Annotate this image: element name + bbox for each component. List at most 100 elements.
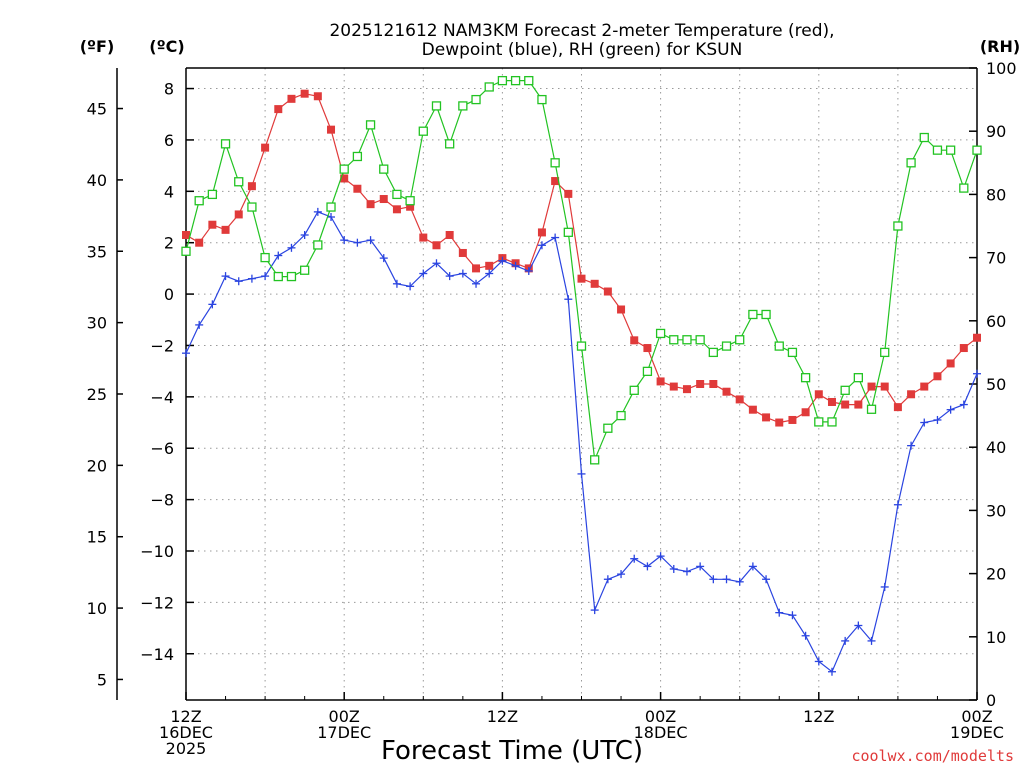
dewpoint-point xyxy=(340,236,349,245)
temperature-point xyxy=(617,305,626,314)
rh-point xyxy=(761,309,771,320)
temperature-point xyxy=(814,390,823,399)
temperature-point xyxy=(880,382,889,391)
dewpoint-point xyxy=(788,611,797,620)
rh-point xyxy=(339,164,349,174)
dewpoint-point xyxy=(656,552,665,561)
dewpoint-point xyxy=(195,320,204,329)
temperature-point xyxy=(735,395,744,404)
dewpoint-point xyxy=(327,213,336,222)
dewpoint-point xyxy=(458,269,467,278)
dewpoint-point xyxy=(709,575,718,584)
rh-point xyxy=(840,385,850,395)
temperature-point xyxy=(920,382,929,391)
temperature-point xyxy=(379,195,388,204)
series-rh xyxy=(181,75,982,465)
rh-point xyxy=(537,94,547,105)
dewpoint-point xyxy=(946,405,955,414)
rh-point xyxy=(695,335,705,345)
temperature-point xyxy=(959,344,968,353)
x-axis-label: Forecast Time (UTC) xyxy=(381,736,643,766)
fahrenheit-tick-label: 30 xyxy=(87,314,107,333)
rh-point xyxy=(550,158,560,168)
temperature-point xyxy=(340,174,349,183)
dewpoint-point xyxy=(775,608,784,617)
dewpoint-point xyxy=(511,261,520,270)
rh-point xyxy=(576,341,587,351)
rh-point xyxy=(207,189,218,200)
rh-point xyxy=(313,240,323,250)
temperature-point xyxy=(603,287,612,296)
rh-point xyxy=(945,145,956,155)
dewpoint-point xyxy=(353,238,362,247)
dewpoint-point xyxy=(234,277,243,286)
x-tick-label: 12Z xyxy=(487,707,518,726)
temperature-point xyxy=(788,415,797,424)
dewpoint-point xyxy=(537,241,546,250)
temperature-point xyxy=(564,189,573,198)
rh-point xyxy=(959,183,969,193)
rh-point xyxy=(458,101,468,111)
celsius-tick-label: −6 xyxy=(150,439,174,458)
dewpoint-point xyxy=(485,269,494,278)
grid-lines xyxy=(186,68,977,700)
rh-point xyxy=(445,139,455,149)
temperature-point xyxy=(247,182,256,191)
rh-point xyxy=(787,347,798,358)
fahrenheit-tick-label: 25 xyxy=(87,385,107,404)
fahrenheit-tick-label: 45 xyxy=(87,100,107,119)
dewpoint-point xyxy=(603,575,612,584)
dewpoint-point xyxy=(392,279,401,288)
rh-point xyxy=(405,196,415,206)
dewpoint-point xyxy=(814,657,823,666)
temperature-point xyxy=(656,377,665,386)
temperature-point xyxy=(722,387,731,396)
temperature-point xyxy=(300,89,309,98)
dewpoint-point xyxy=(472,279,481,288)
celsius-tick-label: 2 xyxy=(164,234,174,253)
temperature-point xyxy=(182,230,190,239)
dewpoint-point xyxy=(959,400,968,409)
rh-point xyxy=(708,347,718,358)
x-tick-label: 19DEC xyxy=(950,723,1004,742)
celsius-tick-label: 6 xyxy=(164,131,174,150)
rh-point xyxy=(273,271,283,282)
dewpoint-point xyxy=(208,300,217,309)
rh-tick-label: 20 xyxy=(986,565,1006,584)
fahrenheit-unit-label: (ºF) xyxy=(80,37,115,56)
temperature-point xyxy=(287,94,296,103)
rh-point xyxy=(748,309,758,320)
dewpoint-point xyxy=(669,564,678,573)
celsius-tick-label: −4 xyxy=(150,388,174,407)
celsius-tick-label: −2 xyxy=(150,336,174,355)
series-dewpoint xyxy=(182,207,981,676)
rh-point xyxy=(352,151,363,162)
temperature-point xyxy=(893,403,902,412)
series-temperature xyxy=(182,89,981,427)
celsius-tick-label: −12 xyxy=(140,593,174,612)
rh-tick-label: 60 xyxy=(986,312,1006,331)
dewpoint-point xyxy=(313,207,322,216)
dewpoint-point xyxy=(973,369,981,378)
chart-title-line1: 2025121612 NAM3KM Forecast 2-meter Tempe… xyxy=(329,21,834,41)
x-tick-label: 12Z xyxy=(170,707,201,726)
temperature-point xyxy=(643,344,652,353)
rh-point xyxy=(563,227,573,237)
rh-point xyxy=(484,82,494,92)
rh-tick-label: 50 xyxy=(986,375,1006,394)
dewpoint-point xyxy=(735,577,744,586)
rh-point xyxy=(234,177,244,187)
temperature-point xyxy=(590,279,599,288)
rh-tick-label: 40 xyxy=(986,438,1006,457)
x-tick-label: 00Z xyxy=(329,707,360,726)
temperature-point xyxy=(696,380,705,388)
rh-point xyxy=(220,139,231,149)
dewpoint-point xyxy=(920,418,929,427)
temperature-point xyxy=(854,400,863,409)
dewpoint-point xyxy=(524,266,533,275)
temperature-point xyxy=(445,230,454,239)
fahrenheit-tick-label: 35 xyxy=(87,242,107,261)
temperature-point xyxy=(630,336,639,345)
x-tick-label: 17DEC xyxy=(317,723,371,742)
temperature-point xyxy=(682,385,691,394)
